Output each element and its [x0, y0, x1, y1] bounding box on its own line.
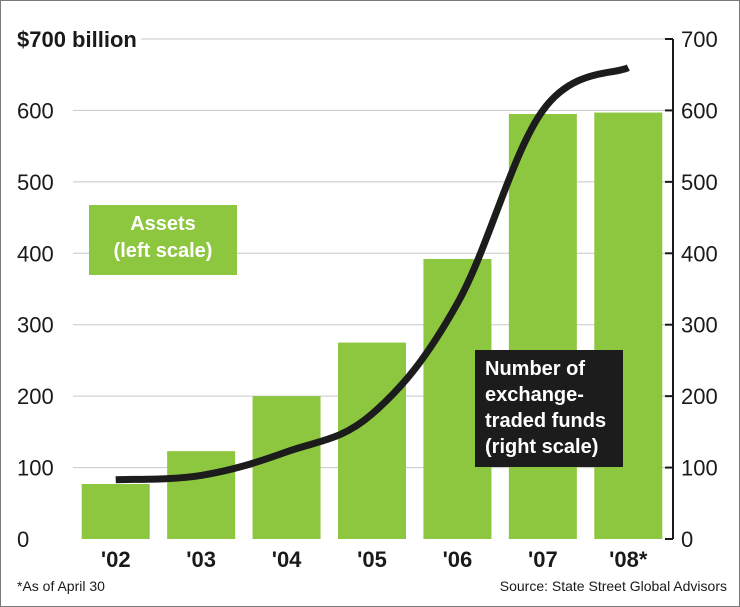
fund-count-line-path [115, 64, 630, 484]
x-tick-5: '06 [443, 547, 473, 572]
bar-1 [81, 484, 150, 539]
legend-funds-line-3: traded funds [485, 410, 607, 432]
x-tick-3: '04 [272, 547, 302, 572]
right-tick-600: 600 [681, 98, 718, 123]
legend-funds-line-4: (right scale) [485, 436, 599, 458]
x-tick-6: '07 [528, 547, 558, 572]
bar-6 [508, 114, 577, 539]
right-tick-100: 100 [681, 456, 718, 481]
fund-count-line [115, 64, 630, 484]
right-tick-200: 200 [681, 384, 718, 409]
x-tick-1: '02 [101, 547, 131, 572]
bar-2 [167, 451, 236, 539]
legend-assets-line-2: (left scale) [113, 240, 213, 262]
left-tick-400: 400 [17, 241, 54, 266]
left-tick-300: 300 [17, 313, 54, 338]
right-tick-300: 300 [681, 313, 718, 338]
right-tick-500: 500 [681, 170, 718, 195]
x-tick-2: '03 [186, 547, 216, 572]
bar-4 [338, 342, 406, 539]
source-credit: Source: State Street Global Advisors [500, 578, 727, 594]
left-tick-100: 100 [17, 456, 54, 481]
right-tick-0: 0 [681, 527, 693, 552]
left-axis: 0 100 200 300 400 500 600 $700 billion [17, 27, 137, 552]
asset-bars [81, 112, 663, 540]
left-tick-0: 0 [17, 527, 29, 552]
legend-funds-line-2: exchange- [485, 384, 584, 406]
legend-assets-line-1: Assets [130, 213, 196, 235]
left-tick-500: 500 [17, 170, 54, 195]
x-axis: '02 '03 '04 '05 '06 '07 '08* [101, 547, 648, 572]
left-axis-title: $700 billion [17, 27, 137, 52]
legend-funds-line-1: Number of [485, 358, 585, 380]
x-tick-7: '08* [609, 547, 648, 572]
legend-funds: Number of exchange- traded funds (right … [475, 350, 623, 467]
legend-assets: Assets (left scale) [89, 205, 237, 275]
bar-7 [594, 112, 663, 540]
right-axis: 0 100 200 300 400 500 600 700 [665, 27, 718, 552]
footnote: *As of April 30 [17, 578, 105, 594]
left-tick-200: 200 [17, 384, 54, 409]
left-tick-600: 600 [17, 98, 54, 123]
right-tick-700: 700 [681, 27, 718, 52]
right-tick-400: 400 [681, 241, 718, 266]
x-tick-4: '05 [357, 547, 387, 572]
bar-3 [252, 396, 321, 539]
